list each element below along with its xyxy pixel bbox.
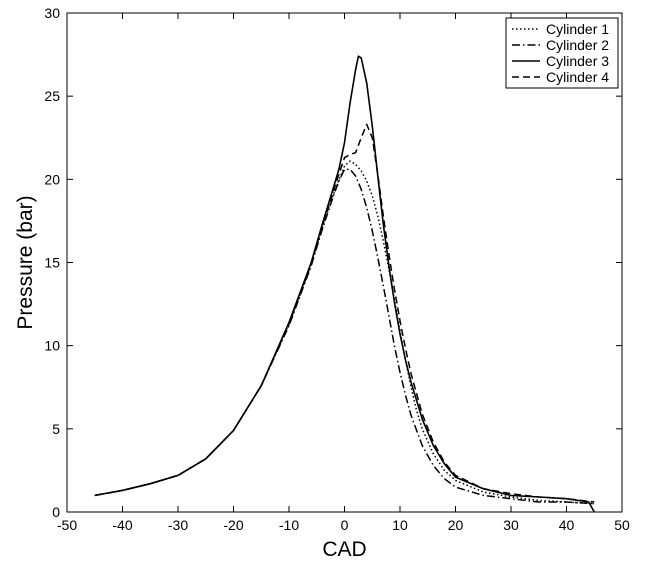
y-tick-label: 0: [52, 504, 60, 520]
y-tick-label: 10: [44, 338, 60, 354]
series-line-1: [94, 160, 595, 505]
y-tick-label: 5: [52, 421, 60, 437]
legend-label: Cylinder 3: [546, 53, 609, 69]
series-line-2: [94, 168, 595, 505]
x-tick-label: -20: [223, 517, 243, 533]
y-tick-label: 30: [44, 5, 60, 21]
x-tick-label: -50: [57, 517, 77, 533]
y-axis-title: Pressure (bar): [14, 195, 37, 329]
x-tick-label: 10: [392, 517, 408, 533]
x-tick-label: 30: [503, 517, 519, 533]
legend-label: Cylinder 2: [546, 37, 609, 53]
x-tick-label: -30: [168, 517, 188, 533]
x-tick-label: 50: [614, 517, 630, 533]
x-axis-title: CAD: [322, 538, 366, 561]
legend-label: Cylinder 1: [546, 21, 609, 37]
x-tick-label: 20: [448, 517, 464, 533]
x-tick-label: -10: [279, 517, 299, 533]
y-tick-label: 20: [44, 171, 60, 187]
axis-ticks: -50 -40 -30 -20 -10 0 10 20 30 40 50 0 5 10 15 20 25 30: [44, 5, 630, 533]
x-tick-label: -40: [112, 517, 132, 533]
series-line-4: [94, 123, 595, 503]
plot-frame: [66, 12, 623, 513]
series-lines: [94, 55, 595, 513]
x-tick-label: 40: [559, 517, 575, 533]
y-tick-label: 25: [44, 88, 60, 104]
series-line-3: [94, 55, 595, 513]
x-tick-label: 0: [341, 517, 349, 533]
legend-label: Cylinder 4: [546, 69, 609, 85]
y-tick-label: 15: [44, 255, 60, 271]
